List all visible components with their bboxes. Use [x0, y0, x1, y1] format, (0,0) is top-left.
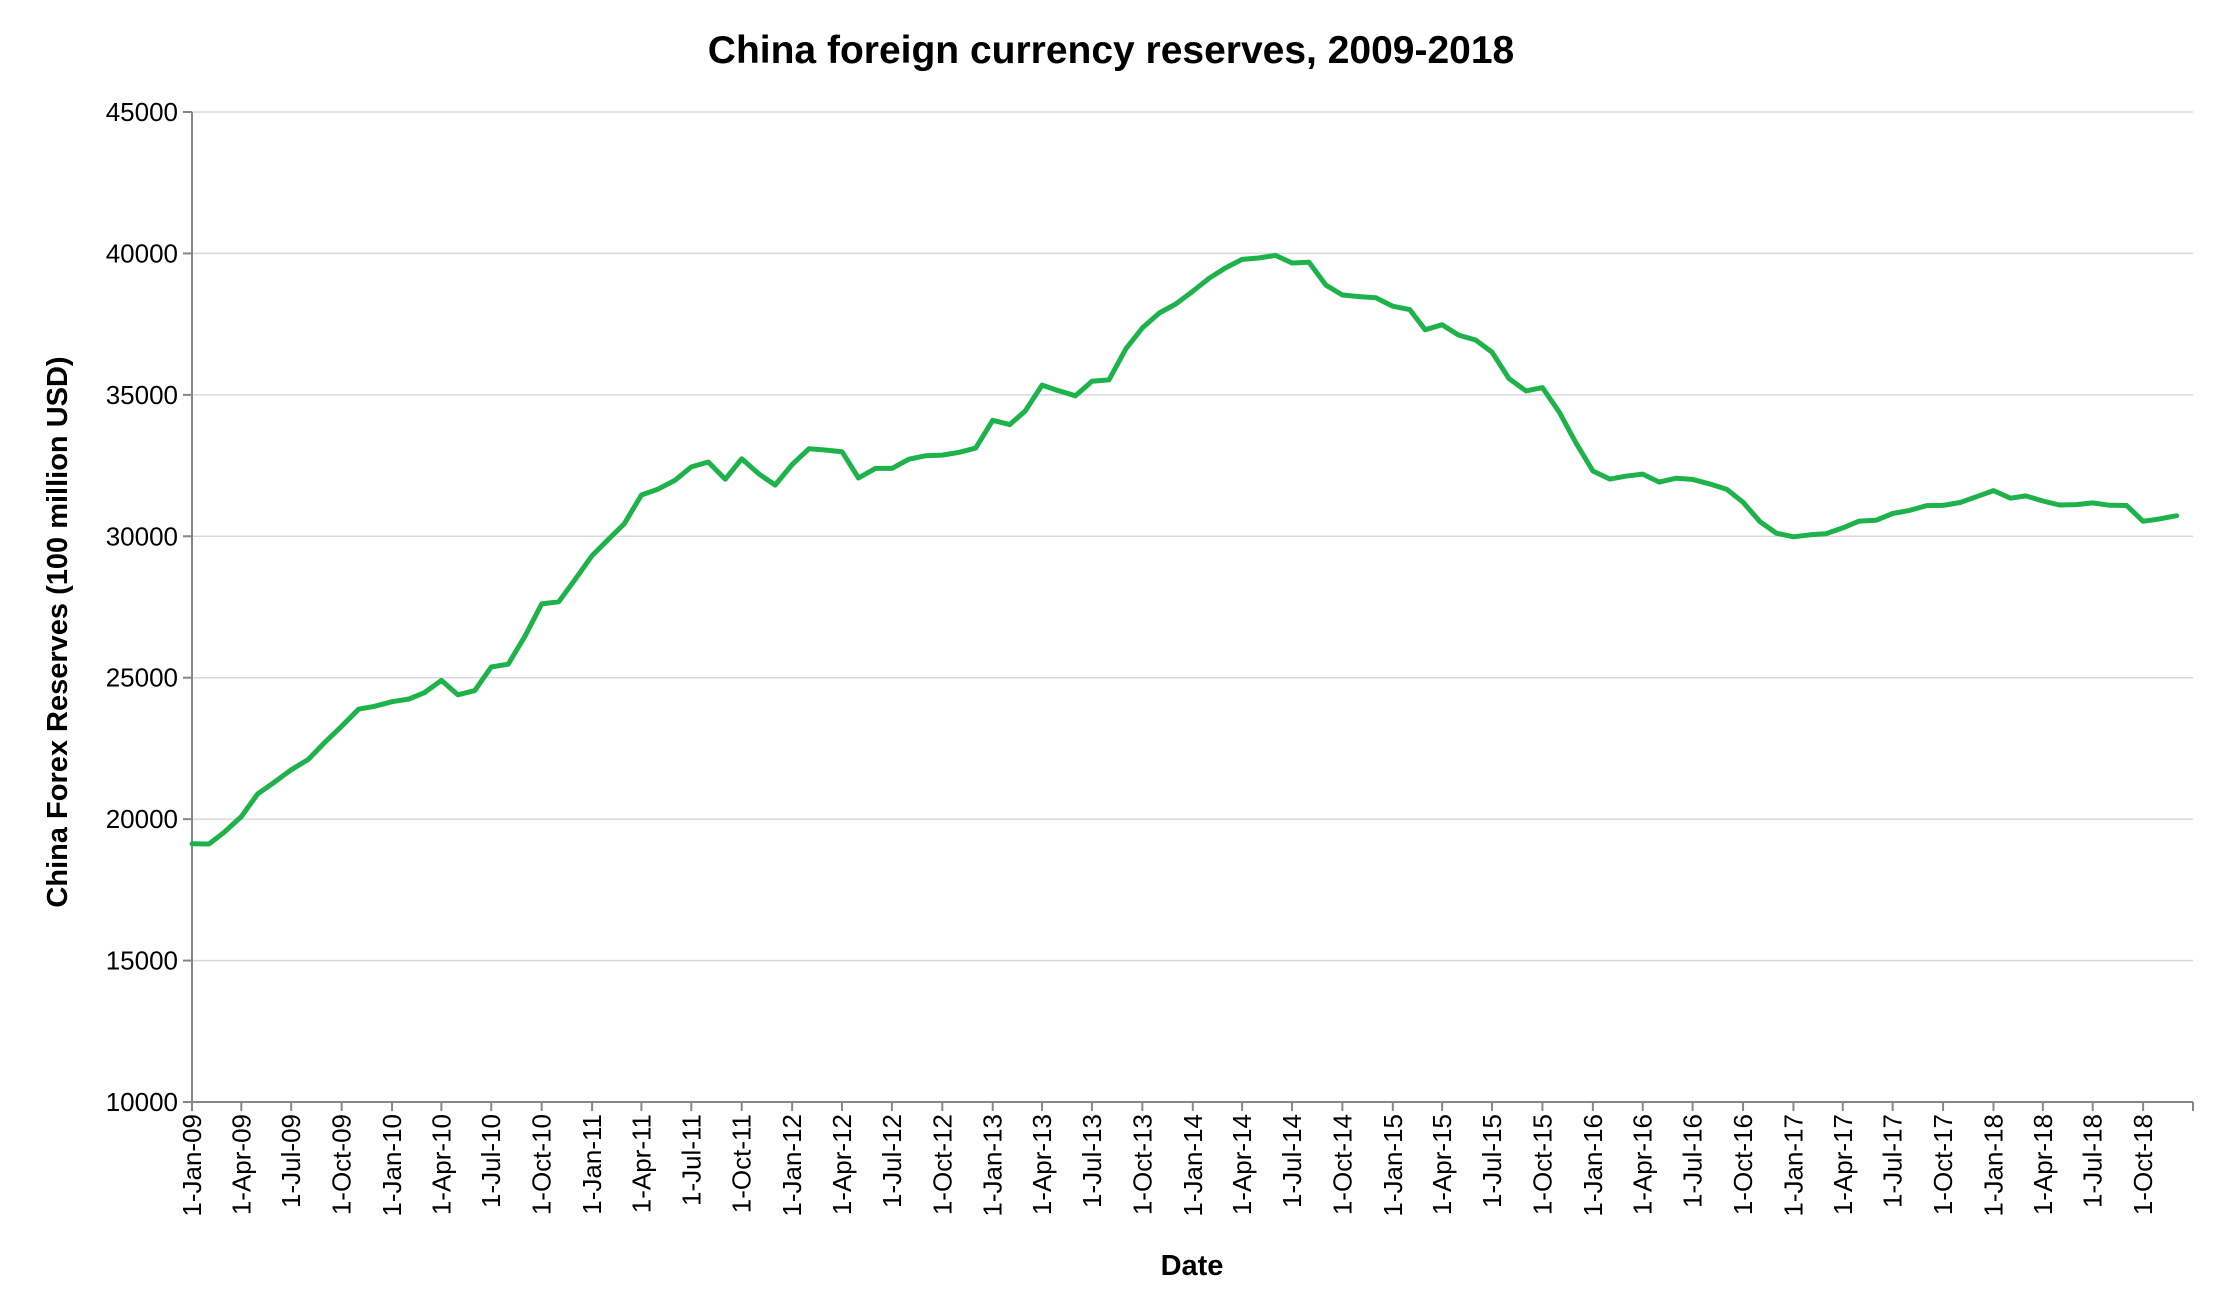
- x-tick-label: 1-Apr-10: [426, 1114, 456, 1215]
- x-tick-label: 1-Oct-15: [1527, 1114, 1557, 1215]
- x-tick-label: 1-Jul-14: [1277, 1114, 1307, 1208]
- x-tick-label: 1-Apr-17: [1828, 1114, 1858, 1215]
- x-tick-label: 1-Jan-09: [177, 1114, 207, 1217]
- y-tick-label: 15000: [106, 946, 178, 976]
- y-tick-label: 10000: [106, 1087, 178, 1117]
- x-tick-label: 1-Oct-09: [327, 1114, 357, 1215]
- x-tick-label: 1-Apr-16: [1628, 1114, 1658, 1215]
- x-tick-label: 1-Oct-16: [1728, 1114, 1758, 1215]
- y-tick-labels: 10000 15000 20000 25000 30000 35000 40000 45000: [106, 97, 178, 1117]
- x-tick-label: 1-Jan-12: [777, 1114, 807, 1217]
- chart-title: China foreign currency reserves, 2009-20…: [708, 29, 1514, 72]
- y-tick-label: 40000: [106, 238, 178, 268]
- x-axis-title: Date: [1161, 1250, 1224, 1282]
- x-tick-label: 1-Apr-11: [626, 1114, 656, 1213]
- x-tick-label: 1-Jul-09: [276, 1114, 306, 1208]
- x-tick-label: 1-Jan-13: [978, 1114, 1008, 1217]
- y-tick-label: 20000: [106, 804, 178, 834]
- x-tick-label: 1-Apr-14: [1227, 1114, 1257, 1215]
- x-tick-label: 1-Jul-13: [1077, 1114, 1107, 1208]
- y-tick-label: 35000: [106, 380, 178, 410]
- x-tick-label: 1-Jul-10: [476, 1114, 506, 1208]
- x-tick-label: 1-Jul-11: [676, 1114, 706, 1206]
- x-tick-label: 1-Oct-12: [927, 1114, 957, 1215]
- x-tick-label: 1-Oct-18: [2128, 1114, 2158, 1215]
- x-tick-label: 1-Apr-18: [2028, 1114, 2058, 1215]
- x-tick-label: 1-Jan-16: [1578, 1114, 1608, 1217]
- y-tick-label: 25000: [106, 663, 178, 693]
- x-tick-label: 1-Jan-18: [1979, 1114, 2009, 1217]
- axes: [183, 111, 2194, 1111]
- x-tick-label: 1-Oct-14: [1327, 1114, 1357, 1215]
- x-tick-label: 1-Jan-10: [377, 1114, 407, 1217]
- x-tick-labels: 1-Jan-09 1-Apr-09 1-Jul-09 1-Oct-09 1-Jan-10…: [177, 1114, 2158, 1217]
- x-tick-label: 1-Jan-15: [1378, 1114, 1408, 1217]
- x-tick-label: 1-Apr-13: [1027, 1114, 1057, 1215]
- x-tick-label: 1-Jan-17: [1778, 1114, 1808, 1217]
- x-tick-label: 1-Apr-15: [1427, 1114, 1457, 1215]
- x-tick-label: 1-Apr-09: [226, 1114, 256, 1215]
- x-tick-label: 1-Jul-15: [1477, 1114, 1507, 1208]
- y-tick-label: 30000: [106, 521, 178, 551]
- x-tick-label: 1-Oct-11: [727, 1114, 757, 1213]
- series-line-forex-reserves: [189, 252, 2180, 847]
- x-tick-label: 1-Oct-13: [1127, 1114, 1157, 1215]
- x-tick-label: 1-Jan-11: [577, 1114, 607, 1215]
- y-axis-title: China Forex Reserves (100 million USD): [42, 356, 74, 907]
- x-tick-label: 1-Jul-17: [1878, 1114, 1908, 1208]
- x-tick-label: 1-Jul-12: [877, 1114, 907, 1208]
- x-tick-label: 1-Oct-10: [527, 1114, 557, 1215]
- x-tick-label: 1-Apr-12: [827, 1114, 857, 1215]
- x-tick-label: 1-Jul-16: [1678, 1114, 1708, 1208]
- series-layer: [189, 252, 2180, 847]
- x-tick-label: 1-Jul-18: [2078, 1114, 2108, 1208]
- x-tick-label: 1-Oct-17: [1928, 1114, 1958, 1215]
- x-tick-label: 1-Jan-14: [1178, 1114, 1208, 1217]
- gridlines: [192, 111, 2193, 962]
- y-tick-label: 45000: [106, 97, 178, 127]
